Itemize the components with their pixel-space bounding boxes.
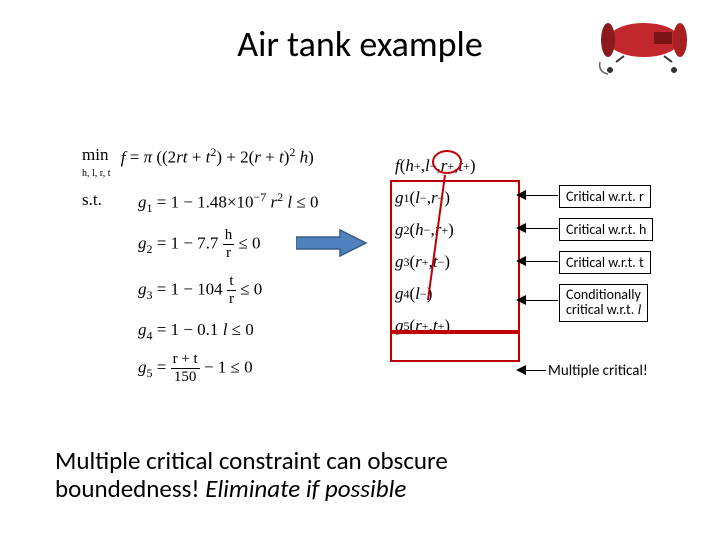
arrow-head-h <box>516 223 526 233</box>
arrow-multi <box>524 370 546 371</box>
eq-g5: g5 = r + t150 − 1 ≤ 0 <box>138 352 253 385</box>
arrow-h <box>524 228 558 229</box>
eq-min: min h, l, r, t f = π ((2rt + t2) + 2(r +… <box>82 145 314 185</box>
label-cond-l: Conditionally critical w.r.t. l <box>559 284 648 322</box>
eq-g4: g4 = 1 − 0.1 l ≤ 0 <box>138 320 254 343</box>
blue-arrow-icon <box>296 228 368 258</box>
arrow-head-r <box>516 190 526 200</box>
arrow-head-multi <box>516 365 526 375</box>
eq-st: s.t. <box>82 190 102 210</box>
arrow-t <box>524 261 558 262</box>
red-box-g5 <box>390 332 520 362</box>
conclusion-text: Multiple critical constraint can obscure… <box>55 447 675 505</box>
label-multi: Multiple critical! <box>548 362 648 380</box>
arrow-r <box>524 195 558 196</box>
red-connector <box>420 170 470 310</box>
arrow-l <box>524 300 558 301</box>
arrow-head-t <box>516 256 526 266</box>
eq-g1: g1 = 1 − 1.48×10−7 r2 l ≤ 0 <box>138 190 319 216</box>
label-crit-t: Critical w.r.t. t <box>559 251 651 274</box>
label-crit-h: Critical w.r.t. h <box>559 218 653 241</box>
air-tank-image <box>596 18 688 76</box>
eq-g2: g2 = 1 − 7.7 hr ≤ 0 <box>138 228 261 261</box>
eq-g3: g3 = 1 − 104 tr ≤ 0 <box>138 274 262 307</box>
arrow-head-l <box>516 295 526 305</box>
label-crit-r: Critical w.r.t. r <box>559 185 651 208</box>
